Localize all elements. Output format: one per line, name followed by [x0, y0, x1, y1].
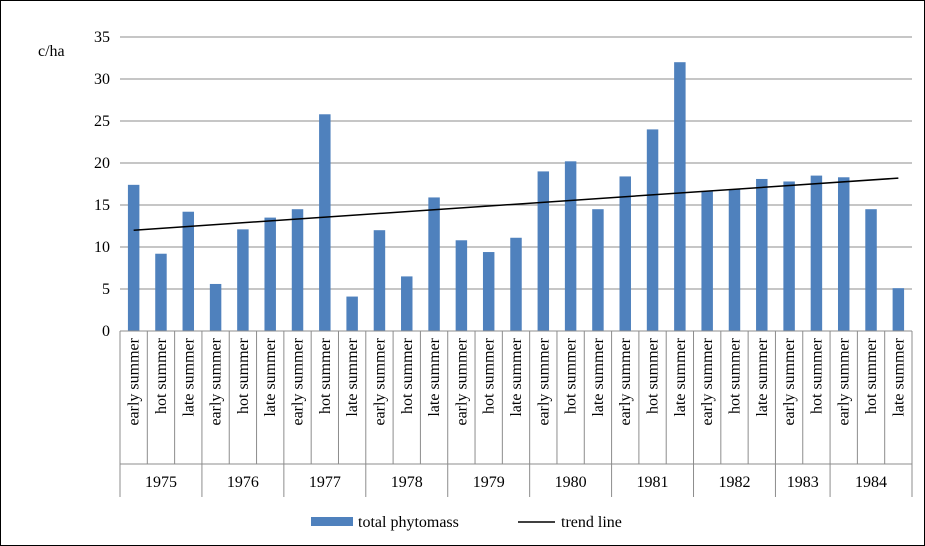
category-label: early summer	[617, 337, 634, 425]
category-label: early summer	[699, 337, 716, 425]
bar	[182, 211, 195, 331]
category-label: late summer	[890, 337, 907, 416]
bar	[564, 161, 577, 331]
category-label: early summer	[290, 337, 307, 425]
bar	[892, 288, 905, 331]
category-label: early summer	[836, 337, 853, 425]
bar	[373, 230, 386, 331]
bar	[482, 252, 495, 331]
bar	[701, 191, 713, 331]
bar	[646, 129, 659, 331]
bar	[783, 181, 795, 331]
year-label: 1980	[555, 474, 587, 491]
legend-bar-swatch	[311, 517, 353, 526]
category-label: hot summer	[153, 337, 170, 414]
category-label: hot summer	[481, 337, 498, 414]
category-label: early summer	[371, 337, 388, 425]
bar	[428, 197, 440, 331]
trend-line-group	[133, 177, 899, 231]
bar	[619, 176, 631, 331]
year-label: 1976	[227, 474, 259, 491]
category-label: late summer	[262, 337, 279, 416]
bar	[674, 62, 686, 331]
bar	[401, 276, 413, 331]
y-tick-label: 30	[94, 71, 110, 88]
category-label: early summer	[126, 337, 143, 425]
category-label: late summer	[590, 337, 607, 416]
y-tick-label: 25	[94, 113, 110, 130]
y-axis-label: c/ha	[38, 43, 65, 60]
bar	[155, 253, 167, 331]
year-label: 1983	[787, 474, 819, 491]
y-tick-label: 10	[94, 239, 110, 256]
bar	[455, 240, 468, 331]
legend: total phytomass trend line	[311, 514, 622, 531]
bar	[728, 189, 741, 331]
category-label: late summer	[180, 337, 197, 416]
year-label: 1984	[855, 474, 887, 491]
legend-bar-label: total phytomass	[358, 514, 459, 531]
bar	[209, 283, 222, 331]
year-label: 1979	[473, 474, 505, 491]
y-tick-label: 20	[94, 155, 110, 172]
bar	[510, 237, 522, 331]
bar	[346, 296, 358, 331]
category-label: hot summer	[808, 337, 825, 414]
x-axis: early summer hot summer late summer early s…	[119, 330, 913, 497]
y-tick-labels: 0 5 10 15 20 25 30 35	[94, 29, 110, 340]
bar	[237, 229, 249, 331]
trend-line	[133, 177, 899, 231]
category-label: early summer	[781, 337, 798, 425]
bar	[837, 177, 850, 331]
category-label: late summer	[426, 337, 443, 416]
bar	[756, 178, 768, 331]
category-label: late summer	[754, 337, 771, 416]
category-label: hot summer	[726, 337, 743, 414]
bar	[319, 114, 331, 331]
category-label: late summer	[344, 337, 361, 416]
y-tick-label: 5	[102, 281, 110, 298]
category-label: late summer	[672, 337, 689, 416]
bar	[537, 171, 550, 331]
y-tick-label: 0	[102, 323, 110, 340]
y-tick-label: 15	[94, 197, 110, 214]
year-label: 1975	[145, 474, 177, 491]
year-label: 1981	[637, 474, 669, 491]
bar	[264, 217, 276, 331]
category-label: early summer	[535, 337, 552, 425]
bar	[865, 209, 877, 331]
category-label: hot summer	[235, 337, 252, 414]
bar	[810, 175, 823, 331]
bar	[291, 209, 304, 331]
category-label: hot summer	[645, 337, 662, 414]
year-label: 1978	[391, 474, 423, 491]
year-label: 1977	[309, 474, 341, 491]
bar	[592, 209, 604, 331]
y-tick-label: 35	[94, 29, 110, 46]
category-label: hot summer	[399, 337, 416, 414]
category-label: early summer	[208, 337, 225, 425]
category-label: hot summer	[863, 337, 880, 414]
category-label: hot summer	[563, 337, 580, 414]
bars	[127, 62, 905, 331]
bar	[127, 184, 140, 331]
category-label: hot summer	[317, 337, 334, 414]
year-label: 1982	[718, 474, 750, 491]
category-label: early summer	[453, 337, 470, 425]
legend-trend-label: trend line	[561, 514, 622, 531]
category-label: late summer	[508, 337, 525, 416]
